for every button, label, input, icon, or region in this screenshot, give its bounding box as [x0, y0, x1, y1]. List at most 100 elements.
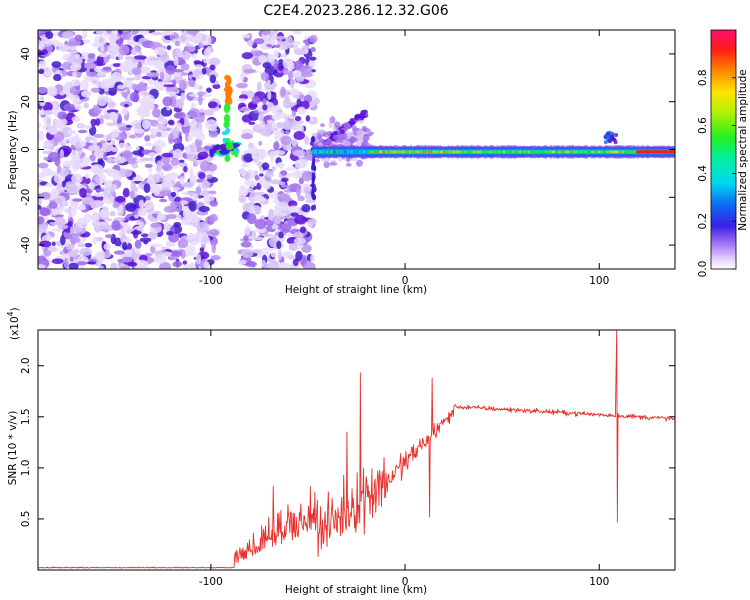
spectrogram-noise-cell [109, 210, 116, 217]
spectrogram-noise-cell [130, 190, 135, 200]
spectrogram-noise-cell [170, 191, 177, 198]
spectrogram-noise-cell [38, 40, 45, 51]
spectrogram-streak-cell [209, 148, 214, 156]
spectrogram-noise-cell [295, 250, 303, 262]
spectrogram-noise-cell [93, 133, 105, 139]
spectrogram-noise-cell [159, 71, 165, 81]
spectrogram-noise-cell [244, 261, 257, 267]
spectrogram-noise-cell [273, 141, 280, 152]
spectrogram-noise-cell [72, 198, 83, 202]
spectrogram-noise-cell [63, 103, 76, 112]
spectrogram-noise-cell [144, 142, 153, 147]
spectrogram-noise-cell [71, 173, 83, 184]
spectrogram-noise-cell [121, 224, 130, 230]
spectrogram-noise-cell [185, 245, 196, 254]
spectrogram-noise-cell [163, 221, 170, 232]
snr-y-tick-label: 1.5 [20, 408, 32, 425]
spectrogram-noise-cell [172, 148, 183, 160]
spectrogram-noise-cell [87, 53, 96, 59]
spectrogram-noise-cell [277, 249, 282, 261]
spectrogram-noise-cell [166, 106, 171, 111]
spectrogram-noise-cell [288, 242, 298, 251]
spectrogram-noise-cell [48, 201, 58, 209]
spectrogram-noise-cell [127, 157, 139, 165]
spectrogram-noise-cell [363, 133, 370, 142]
spectrogram-noise-cell [164, 91, 177, 95]
spectrogram-noise-cell [182, 260, 188, 265]
spectrogram-noise-cell [244, 179, 257, 188]
spectrogram-noise-cell [38, 222, 48, 234]
spectrogram-noise-cell [77, 129, 88, 134]
spectrogram-noise-cell [246, 213, 257, 225]
spectrogram-noise-cell [290, 212, 299, 217]
spectrogram-noise-cell [309, 34, 318, 43]
spectrogram-noise-cell [112, 201, 120, 208]
spectrogram-streak-cell [223, 104, 230, 114]
spectrogram-noise-cell [67, 55, 77, 64]
spectrogram-noise-cell [61, 30, 74, 40]
spectrogram-noise-cell [198, 234, 210, 245]
spectrogram-noise-cell [166, 231, 174, 236]
spectrogram-noise-cell [137, 81, 146, 92]
spectrogram-noise-cell [101, 168, 115, 173]
spectrogram-noise-cell [38, 162, 49, 169]
spectrogram-noise-cell [144, 163, 153, 168]
spectrogram-noise-cell [188, 93, 199, 97]
spectrogram-noise-cell [67, 221, 73, 226]
spectrogram-noise-cell [150, 31, 163, 36]
spectrogram-noise-cell [280, 86, 286, 98]
spectrogram-noise-cell [43, 142, 53, 148]
spectrogram-streak-cell [214, 145, 221, 150]
spectrogram-noise-cell [106, 122, 119, 126]
spectrogram-noise-cell [140, 157, 154, 162]
spectrogram-noise-cell [69, 256, 74, 262]
spectrogram-noise-cell [249, 205, 262, 214]
spectrogram-noise-cell [342, 133, 348, 140]
spectrogram-noise-cell [43, 40, 55, 45]
colorbar-tick-label: 0.6 [697, 117, 709, 134]
spectrogram-noise-cell [274, 35, 286, 40]
spectrogram-noise-cell [243, 69, 256, 74]
spectrogram-noise-cell [280, 177, 289, 183]
spectrogram-noise-cell [279, 223, 292, 232]
spectrogram-noise-cell [78, 203, 86, 211]
spectrogram-noise-cell [296, 106, 306, 115]
spectrogram-noise-cell [47, 247, 60, 252]
spectrogram-noise-cell [210, 231, 219, 237]
spectrogram-noise-cell [69, 48, 78, 57]
spectrogram-noise-cell [48, 86, 58, 96]
spectrogram-x-tick-label: 0 [402, 275, 409, 287]
spectrogram-noise-cell [198, 94, 203, 106]
spectrogram-noise-cell [269, 150, 277, 157]
spectrogram-noise-cell [303, 186, 311, 195]
snr-x-tick-label: 100 [589, 576, 609, 588]
spectrogram-noise-cell [95, 118, 101, 126]
spectrogram-noise-cell [150, 210, 159, 214]
spectrogram-noise-cell [74, 34, 83, 42]
spectrogram-noise-cell [175, 180, 181, 188]
spectrogram-noise-cell [117, 84, 126, 90]
snr-y-tick-label: 1.0 [20, 460, 32, 477]
spectrogram-noise-cell [57, 111, 68, 120]
colorbar-tick-label: 0.2 [697, 213, 709, 230]
spectrogram-noise-cell [303, 261, 316, 269]
spectrogram-noise-cell [163, 84, 175, 88]
spectrogram-noise-cell [93, 214, 100, 226]
spectrogram-noise-cell [78, 165, 84, 169]
spectrogram-noise-cell [86, 71, 98, 76]
spectrogram-noise-cell [83, 102, 89, 109]
spectrogram-noise-cell [271, 165, 276, 172]
spectrogram-noise-cell [88, 144, 101, 151]
spectrogram-noise-cell [258, 54, 268, 64]
spectrogram-noise-cell [96, 54, 104, 66]
spectrogram-noise-cell [170, 256, 178, 261]
spectrogram-noise-cell [119, 126, 128, 132]
spectrogram-noise-cell [149, 155, 157, 163]
spectrogram-noise-cell [116, 38, 124, 48]
spectrogram-noise-cell [80, 51, 91, 60]
spectrogram-noise-cell [81, 90, 92, 98]
spectrogram-noise-cell [134, 239, 142, 249]
spectrogram-noise-cell [264, 170, 274, 178]
spectrogram-noise-cell [165, 65, 176, 75]
spectrogram-noise-cell [51, 241, 56, 246]
